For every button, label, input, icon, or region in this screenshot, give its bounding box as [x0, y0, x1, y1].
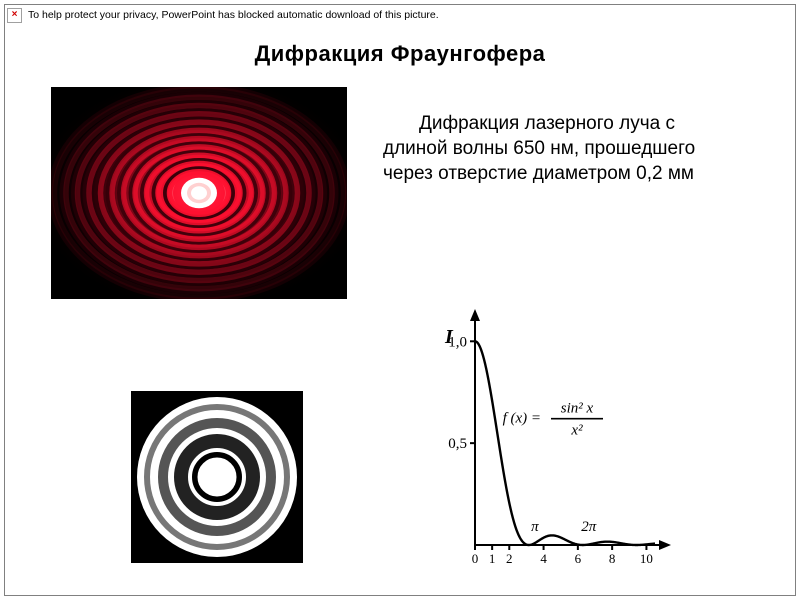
description-text: Дифракция лазерного луча с длиной волны … [383, 111, 743, 186]
svg-text:6: 6 [575, 551, 582, 566]
description-body: Дифракция лазерного луча с длиной волны … [383, 113, 695, 184]
svg-text:8: 8 [609, 551, 616, 566]
blocked-image-icon: × [7, 8, 22, 23]
airy-rings-svg [131, 391, 303, 563]
svg-text:0: 0 [472, 551, 479, 566]
svg-text:0,5: 0,5 [448, 436, 467, 452]
airy-rings-image [131, 391, 303, 563]
slide-frame: × To help protect your privacy, PowerPoi… [4, 4, 796, 596]
sinc-chart-svg: 1,00,5I01246810π2πf (x) =sin² xx² [417, 295, 677, 575]
laser-diffraction-svg [51, 87, 347, 299]
svg-text:π: π [531, 519, 539, 535]
svg-text:2: 2 [506, 551, 513, 566]
svg-text:10: 10 [640, 551, 653, 566]
privacy-blocked-bar: × To help protect your privacy, PowerPoi… [5, 5, 795, 25]
slide-title: Дифракция Фраунгофера [5, 41, 795, 67]
svg-text:2π: 2π [581, 519, 597, 535]
svg-text:4: 4 [540, 551, 547, 566]
svg-text:x²: x² [570, 423, 583, 439]
laser-diffraction-image [51, 87, 347, 299]
svg-text:sin² x: sin² x [561, 401, 594, 417]
svg-text:1: 1 [489, 551, 496, 566]
sinc-chart: 1,00,5I01246810π2πf (x) =sin² xx² [417, 295, 677, 575]
svg-text:f (x) =: f (x) = [503, 411, 541, 427]
svg-text:I: I [444, 326, 454, 348]
blocked-image-message: To help protect your privacy, PowerPoint… [28, 9, 439, 21]
